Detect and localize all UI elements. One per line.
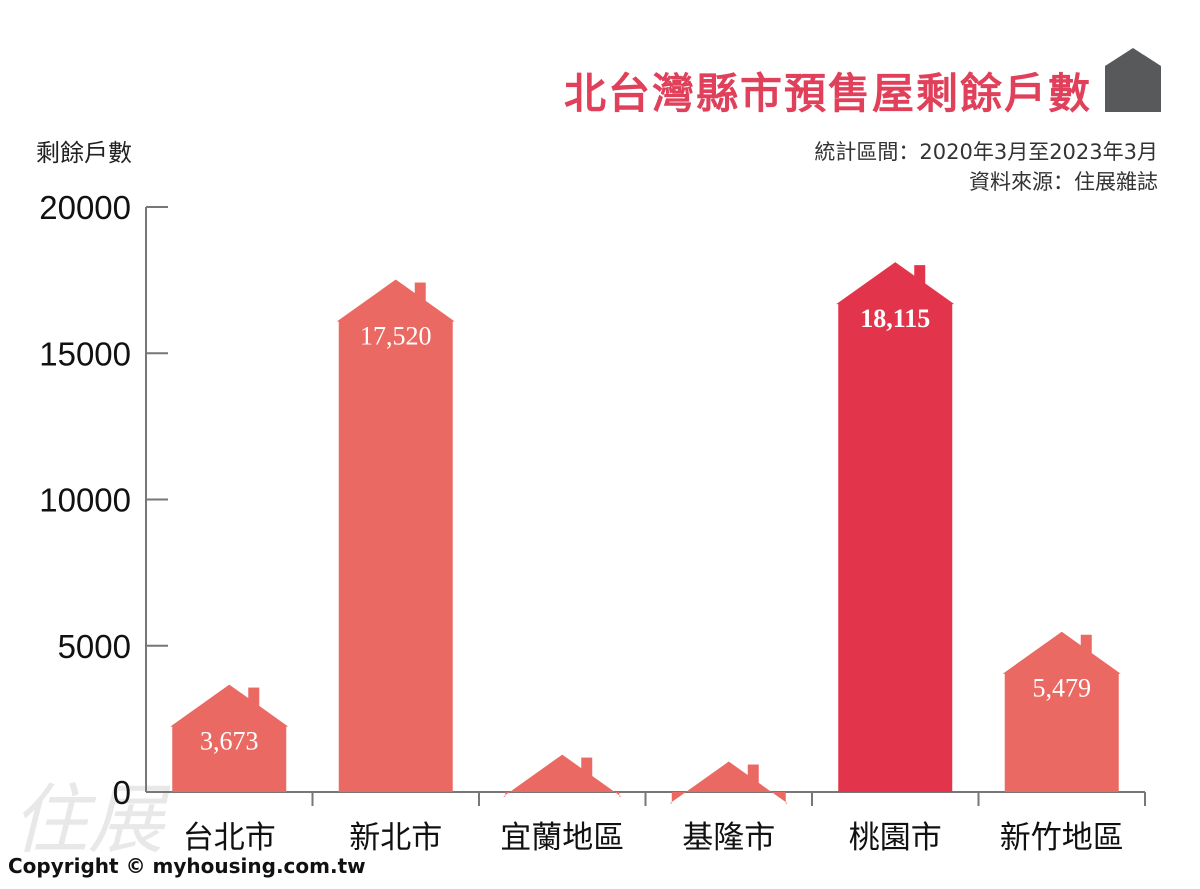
bar-value-label: 5,479 [1033, 674, 1092, 703]
y-tick-label: 20000 [39, 189, 131, 226]
x-tick-label: 新北市 [349, 820, 442, 856]
y-axis-label: 剩餘戶數 [36, 139, 132, 167]
bar-chimney [581, 757, 593, 782]
bar-chimney [747, 764, 759, 789]
bar-chimney [414, 282, 426, 307]
bar-3 [503, 754, 622, 797]
bar-6 [1002, 631, 1121, 792]
y-tick-label: 0 [113, 774, 131, 811]
bar-value-label: 3,673 [200, 727, 259, 756]
x-tick-label: 桃園市 [849, 820, 942, 856]
bar-2 [336, 279, 455, 792]
bar-value-label: 18,115 [860, 304, 930, 333]
statistics-period: 統計區間：2020年3月至2023年3月 [814, 140, 1158, 164]
bar-chimney [914, 265, 926, 290]
y-tick-label: 10000 [39, 482, 131, 519]
bar-1 [170, 684, 289, 792]
y-tick-label: 15000 [39, 335, 131, 372]
bar-chimney [248, 687, 260, 712]
x-tick-label: 宜蘭地區 [500, 820, 624, 856]
x-tick-label: 新竹地區 [1000, 820, 1124, 856]
copyright-notice: Copyright © myhousing.com.tw [8, 854, 366, 878]
y-tick-label: 5000 [58, 628, 131, 665]
watermark: 住展 [12, 775, 164, 864]
data-source: 資料來源：住展雜誌 [969, 170, 1158, 194]
bar-5 [836, 262, 955, 793]
x-tick-label: 台北市 [183, 820, 276, 856]
house-logo-icon [1105, 48, 1161, 112]
bar-value-label: 17,520 [360, 322, 432, 351]
x-tick-label: 基隆市 [682, 820, 775, 856]
chart-title: 北台灣縣市預售屋剩餘戶數 [563, 69, 1092, 118]
bar-value-label: 1,042 [700, 804, 759, 833]
bar-value-label: 1,279 [533, 797, 592, 826]
bar-chimney [1080, 634, 1092, 659]
bar-4 [669, 761, 788, 804]
